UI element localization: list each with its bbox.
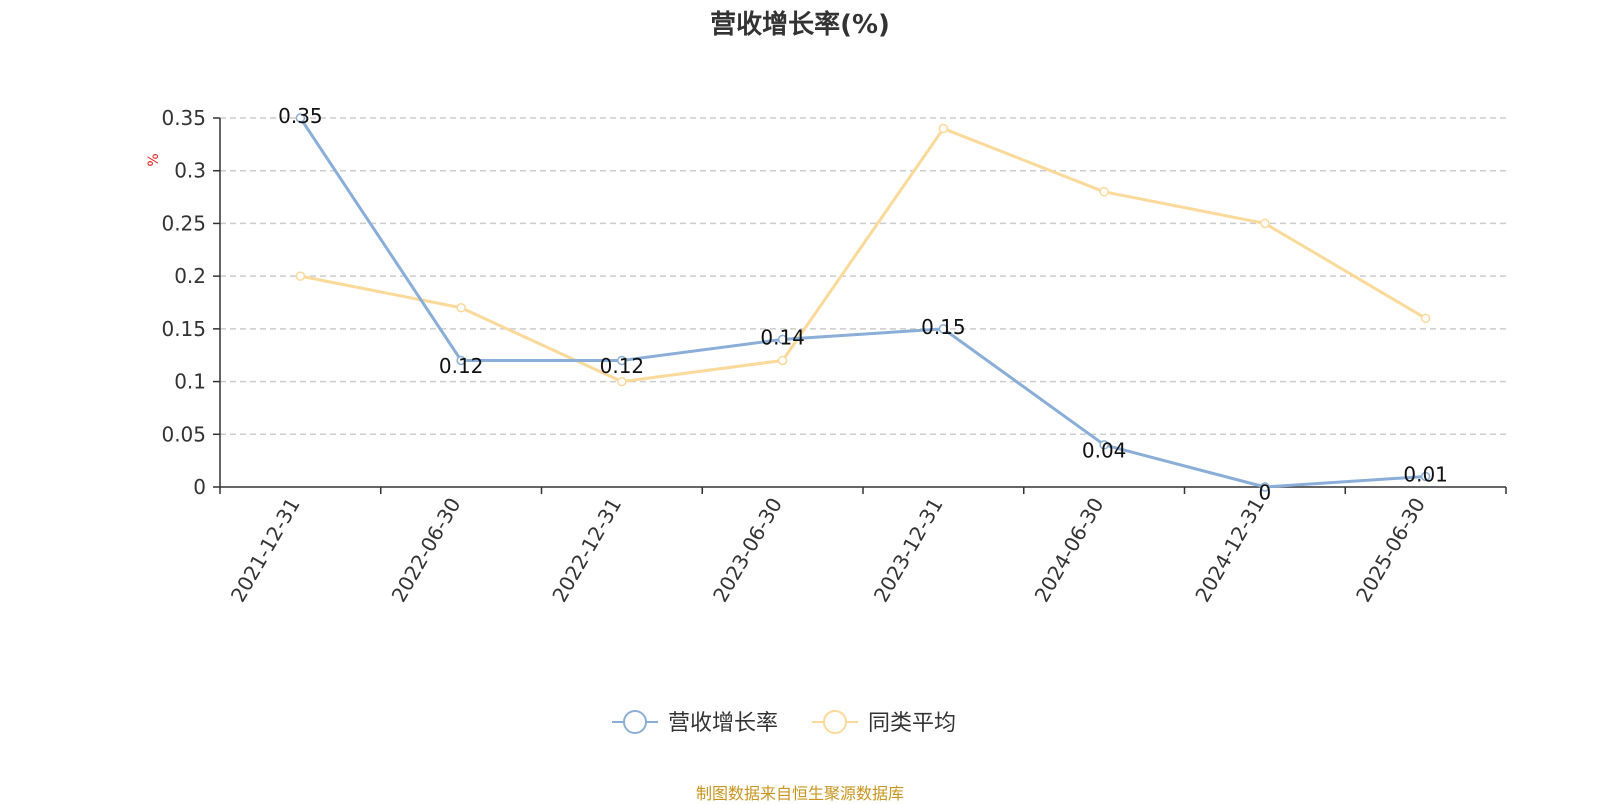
x-tick-label: 2024-12-31 xyxy=(1190,494,1269,607)
legend-label: 同类平均 xyxy=(868,711,956,736)
data-point xyxy=(1099,440,1109,450)
data-point xyxy=(1099,187,1109,197)
y-tick-label: 0.25 xyxy=(161,211,206,235)
data-label: 0.14 xyxy=(760,325,805,349)
data-point xyxy=(617,376,627,387)
y-tick-label: 0.15 xyxy=(161,317,206,341)
x-tick-label: 2021-12-31 xyxy=(226,494,305,607)
x-tick-label: 2024-06-30 xyxy=(1030,494,1109,607)
data-point xyxy=(777,334,788,345)
legend[interactable]: 营收增长率 同类平均 xyxy=(612,710,956,736)
data-label: 0 xyxy=(1259,481,1272,505)
grid-lines xyxy=(220,117,1506,436)
data-label: 0.15 xyxy=(921,315,966,339)
legend-label: 营收增长率 xyxy=(668,711,778,736)
series-line xyxy=(300,127,1427,384)
chart-title: 营收增长率(%) xyxy=(710,10,890,40)
y-tick-label: 0.35 xyxy=(161,106,206,130)
x-tick-label: 2022-12-31 xyxy=(547,494,626,607)
x-tick-label: 2022-06-30 xyxy=(387,494,466,607)
legend-item[interactable]: 同类平均 xyxy=(812,710,956,736)
legend-marker xyxy=(823,710,847,734)
y-tick-label: 0.05 xyxy=(161,422,206,446)
data-label: 0.12 xyxy=(600,354,645,378)
y-tick-label: 0.2 xyxy=(174,264,206,288)
y-tick-label: 0.1 xyxy=(174,370,206,394)
data-label: 0.04 xyxy=(1082,438,1127,462)
data-point xyxy=(1420,313,1431,324)
x-axis-ticks: 2021-12-31 2022-06-30 2022-12-31 2023-06-30… xyxy=(219,487,1507,607)
y-tick-label: 0 xyxy=(193,475,206,499)
x-tick-label: 2025-06-30 xyxy=(1351,494,1430,607)
data-point xyxy=(777,355,788,366)
data-point xyxy=(1260,482,1270,492)
data-labels: 0.35 0.12 0.12 0.14 0.15 0.04 0 0.01 xyxy=(278,104,1448,505)
data-point xyxy=(295,113,306,123)
x-tick-label: 2023-06-30 xyxy=(708,494,787,607)
legend-item[interactable]: 营收增长率 xyxy=(612,710,778,736)
legend-marker xyxy=(623,710,647,734)
series-layer xyxy=(295,113,1431,492)
data-label: 0.12 xyxy=(439,354,484,378)
data-label: 0.01 xyxy=(1403,462,1448,486)
data-point xyxy=(1420,471,1431,482)
x-tick-label: 2023-12-31 xyxy=(869,494,948,607)
y-axis-unit: % xyxy=(146,153,162,166)
axes xyxy=(219,118,1506,488)
data-point xyxy=(1260,218,1270,229)
data-label: 0.35 xyxy=(278,104,323,128)
data-source-note: 制图数据来自恒生聚源数据库 xyxy=(695,784,904,803)
data-point xyxy=(295,271,306,281)
y-tick-label: 0.3 xyxy=(174,159,206,183)
data-point xyxy=(938,123,949,134)
series-line xyxy=(299,117,1426,489)
y-axis-ticks: 0 0.05 0.1 0.15 0.2 0.25 0.3 0.35 xyxy=(161,106,220,499)
data-point xyxy=(938,324,949,334)
data-point xyxy=(456,355,466,366)
data-point xyxy=(456,303,466,313)
data-point xyxy=(617,355,627,366)
